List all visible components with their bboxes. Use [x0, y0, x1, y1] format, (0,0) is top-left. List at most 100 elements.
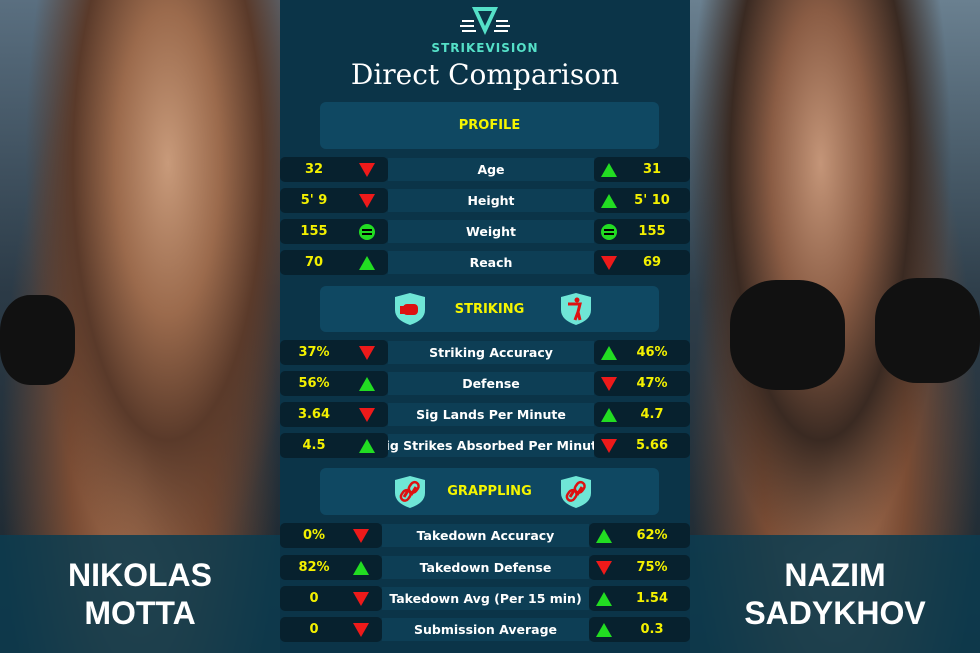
stat-label: Takedown Avg (Per 15 min)	[382, 587, 589, 610]
right-stat-box: 5' 10	[594, 188, 690, 213]
right-stat-value: 5.66	[635, 438, 669, 453]
left-stat-value: 4.5	[302, 438, 326, 453]
arrow-up-icon	[595, 591, 613, 607]
arrow-up-icon	[358, 255, 376, 271]
left-stat-value: 155	[300, 224, 328, 239]
last-name: MOTTA	[84, 595, 196, 631]
right-stat-value: 31	[642, 162, 662, 177]
stat-row: Weight 155 155	[280, 219, 690, 244]
left-stat-box: 3.64	[280, 402, 388, 427]
right-stat-box: 155	[594, 219, 690, 244]
left-stat-value: 0%	[302, 528, 326, 543]
right-stat-box: 46%	[594, 340, 690, 365]
right-stat-box: 47%	[594, 371, 690, 396]
stat-label: Sig Strikes Absorbed Per Minute	[377, 434, 605, 457]
right-stat-value: 46%	[636, 345, 668, 360]
arrow-up-icon	[600, 407, 618, 423]
left-stat-value: 56%	[298, 376, 330, 391]
left-stat-box: 4.5	[280, 433, 388, 458]
section-header-striking: STRIKING	[320, 286, 659, 332]
arrow-down-icon	[595, 560, 613, 576]
stat-row: Takedown Accuracy 0% 62%	[280, 523, 690, 548]
arrow-up-icon	[358, 438, 376, 454]
section-title: GRAPPLING	[447, 484, 532, 499]
left-stat-value: 70	[304, 255, 324, 270]
stat-label: Age	[388, 158, 594, 181]
left-stat-value: 0	[309, 591, 319, 606]
stat-label: Submission Average	[382, 618, 589, 641]
arrow-up-icon	[600, 345, 618, 361]
right-stat-value: 75%	[636, 560, 668, 575]
left-stat-box: 0	[280, 617, 382, 642]
last-name: SADYKHOV	[744, 595, 926, 631]
right-stat-box: 1.54	[589, 586, 690, 611]
left-stat-value: 0	[309, 622, 319, 637]
stat-row: Submission Average 0 0.3	[280, 617, 690, 642]
section-header-grappling: GRAPPLING	[320, 468, 659, 515]
left-stat-value: 3.64	[297, 407, 331, 422]
left-stat-box: 70	[280, 250, 388, 275]
left-stat-box: 155	[280, 219, 388, 244]
punching-figure-icon	[560, 292, 592, 326]
boxing-glove-icon	[394, 292, 426, 326]
stat-row: Takedown Avg (Per 15 min) 0 1.54	[280, 586, 690, 611]
chain-link-icon	[394, 475, 426, 509]
arrow-down-icon	[352, 591, 370, 607]
left-stat-value: 82%	[298, 560, 330, 575]
left-stat-box: 56%	[280, 371, 388, 396]
left-stat-box: 0	[280, 586, 382, 611]
equal-icon	[600, 224, 618, 240]
stat-row: Reach 70 69	[280, 250, 690, 275]
boxing-glove-image	[0, 295, 75, 385]
left-stat-box: 37%	[280, 340, 388, 365]
stat-row: Sig Lands Per Minute 3.64 4.7	[280, 402, 690, 427]
left-stat-box: 32	[280, 157, 388, 182]
arrow-down-icon	[600, 438, 618, 454]
arrow-down-icon	[358, 407, 376, 423]
stat-label: Height	[388, 189, 594, 212]
stat-label: Weight	[388, 220, 594, 243]
brand-name: STRIKEVISION	[431, 41, 539, 55]
chain-link-icon	[560, 475, 592, 509]
section-title: STRIKING	[454, 301, 525, 317]
left-stat-box: 5' 9	[280, 188, 388, 213]
arrow-down-icon	[358, 345, 376, 361]
section-header-profile: PROFILE	[320, 102, 659, 149]
stat-label: Sig Lands Per Minute	[388, 403, 594, 426]
stat-row: Height 5' 9 5' 10	[280, 188, 690, 213]
arrow-up-icon	[600, 193, 618, 209]
stat-label: Takedown Accuracy	[382, 524, 589, 547]
stat-row: Age 32 31	[280, 157, 690, 182]
right-stat-value: 0.3	[640, 622, 664, 637]
right-stat-value: 69	[642, 255, 662, 270]
right-stat-value: 4.7	[640, 407, 664, 422]
stat-label: Striking Accuracy	[388, 341, 594, 364]
stat-label: Reach	[388, 251, 594, 274]
arrow-down-icon	[352, 622, 370, 638]
stat-row: Striking Accuracy 37% 46%	[280, 340, 690, 365]
left-fighter-name: NIKOLAS MOTTA	[0, 535, 280, 653]
arrow-down-icon	[352, 528, 370, 544]
right-stat-box: 5.66	[594, 433, 690, 458]
right-stat-box: 62%	[589, 523, 690, 548]
page-title: Direct Comparison	[350, 58, 620, 91]
arrow-down-icon	[358, 162, 376, 178]
stat-row: Takedown Defense 82% 75%	[280, 555, 690, 580]
right-stat-box: 31	[594, 157, 690, 182]
left-stat-value: 5' 9	[300, 193, 328, 208]
boxing-glove-image	[875, 278, 980, 383]
stat-label: Takedown Defense	[382, 556, 589, 579]
arrow-up-icon	[600, 162, 618, 178]
right-stat-value: 1.54	[635, 591, 669, 606]
left-stat-box: 82%	[280, 555, 382, 580]
left-stat-value: 32	[304, 162, 324, 177]
stat-label: Defense	[388, 372, 594, 395]
left-stat-value: 37%	[298, 345, 330, 360]
equal-icon	[358, 224, 376, 240]
right-stat-box: 4.7	[594, 402, 690, 427]
arrow-up-icon	[595, 528, 613, 544]
arrow-down-icon	[600, 255, 618, 271]
comparison-panel: STRIKEVISION Direct Comparison PROFILE Ag…	[280, 0, 690, 653]
right-fighter-name: NAZIM SADYKHOV	[690, 535, 980, 653]
first-name: NIKOLAS	[68, 557, 212, 593]
